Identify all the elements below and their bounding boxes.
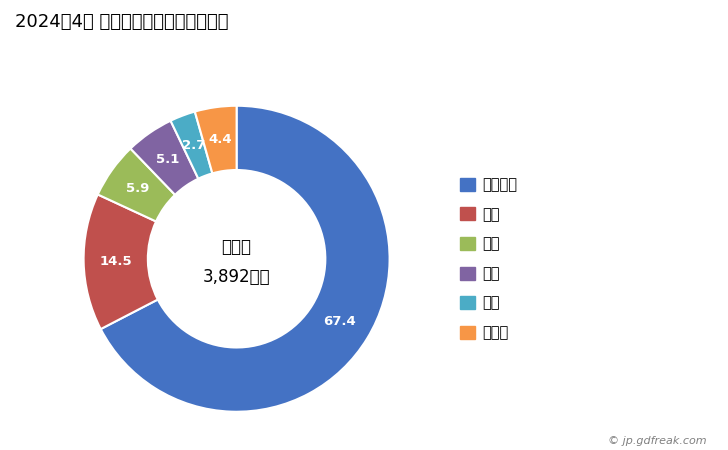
Text: 5.9: 5.9 — [127, 182, 150, 195]
Wedge shape — [130, 121, 198, 195]
Text: 3,892万円: 3,892万円 — [203, 268, 270, 286]
Text: 2.7: 2.7 — [182, 139, 205, 152]
Text: 67.4: 67.4 — [323, 315, 356, 328]
Wedge shape — [195, 106, 237, 173]
Text: 総　額: 総 額 — [221, 238, 252, 256]
Text: 14.5: 14.5 — [100, 255, 132, 268]
Text: 4.4: 4.4 — [208, 133, 232, 145]
Text: © jp.gdfreak.com: © jp.gdfreak.com — [608, 436, 706, 446]
Text: 2024年4月 輸出相手国のシェア（％）: 2024年4月 輸出相手国のシェア（％） — [15, 14, 228, 32]
Legend: ベトナム, 米国, 台湾, 中国, 香港, その他: ベトナム, 米国, 台湾, 中国, 香港, その他 — [454, 171, 523, 346]
Wedge shape — [100, 106, 389, 412]
Text: 5.1: 5.1 — [156, 153, 179, 166]
Wedge shape — [170, 112, 213, 179]
Wedge shape — [98, 148, 175, 221]
Wedge shape — [84, 194, 158, 329]
